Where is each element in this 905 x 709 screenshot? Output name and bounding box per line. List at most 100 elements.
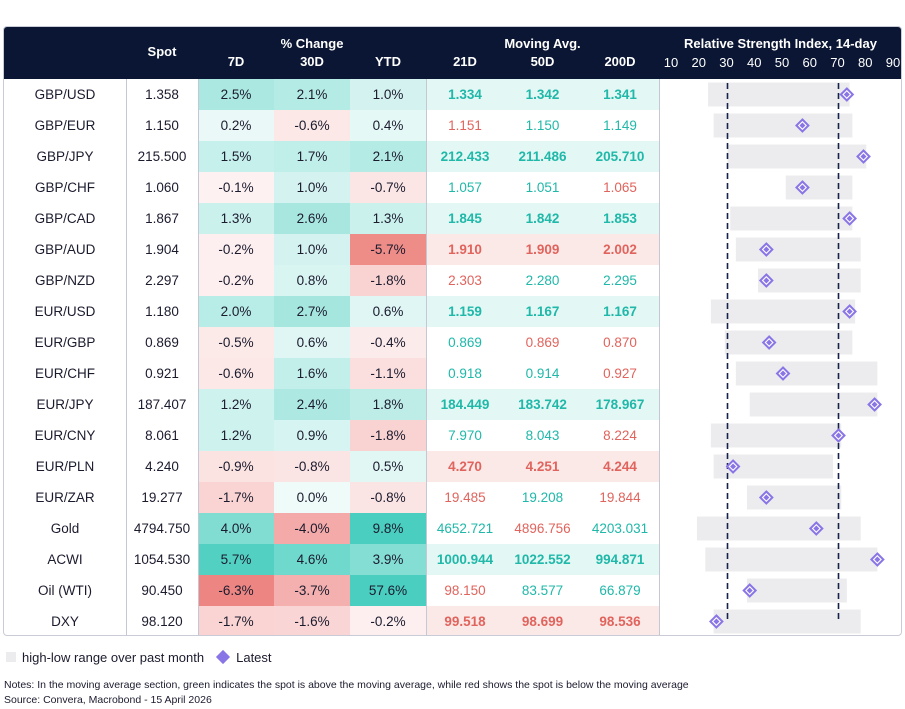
rsi-latest-marker-core [763,277,770,284]
cell-d7: -6.3% [198,575,274,606]
cell-spot: 2.297 [145,273,179,288]
cell-name: GBP/AUD [34,242,96,257]
cell-name: GBP/EUR [34,118,96,133]
header-7d: 7D [227,54,245,69]
cell-ma21: 99.518 [426,606,504,635]
cell-name: DXY [51,614,79,629]
cell-ma50: 1.909 [504,234,581,265]
cell-d7: 0.2% [198,110,274,141]
cell-name: GBP/NZD [34,273,95,288]
legend: high-low range over past month Latest [6,648,272,666]
cell-ma50: 1.051 [525,180,560,195]
cell-ma200: 0.927 [603,366,637,381]
notes-text: Notes: In the moving average section, gr… [4,679,689,691]
cell-ma21: 184.449 [426,389,504,420]
cell-ma50: 1.342 [504,79,581,110]
cell-d7: -0.5% [198,327,274,358]
cell-ytd: -1.8% [350,265,426,296]
rsi-range-bar [724,330,853,355]
rsi-range-bar [708,82,850,107]
cell-d30: -4.0% [274,513,350,544]
rsi-latest-marker-core [763,494,770,501]
cell-d30: 0.0% [274,482,350,513]
cell-d30: -0.6% [274,110,350,141]
cell-ma21: 1.151 [448,118,482,133]
rsi-range-bar [730,206,853,231]
rsi-tick-label: 30 [719,55,734,70]
cell-ma21: 0.918 [448,366,482,381]
cell-ma50: 1022.552 [504,544,581,575]
cell-name: GBP/USD [34,87,96,102]
rsi-latest-marker-core [766,339,773,346]
cell-d30: 0.6% [274,327,350,358]
header-moving-avg: Moving Avg. [504,36,581,51]
cell-d7: 1.2% [198,389,274,420]
latest-legend-marker [216,649,231,665]
divider-rsi [659,79,660,635]
cell-ytd: -0.2% [350,606,426,635]
cell-d30: 4.6% [274,544,350,575]
cell-ytd: 57.6% [350,575,426,606]
cell-name: GBP/CHF [34,180,95,195]
cell-ma200: 98.536 [581,606,659,635]
rsi-tick-label: 10 [663,55,679,70]
table-row: GBP/JPY 215.500 1.5% 1.7% 2.1% 212.433 211.486… [4,141,659,172]
cell-d30: -0.8% [274,451,350,482]
table-row: Gold 4794.750 4.0% -4.0% 9.8% 4652.721 4896.75… [4,513,659,544]
cell-ma50: 0.914 [525,366,560,381]
rsi-range-bar [705,547,878,572]
cell-spot: 90.450 [141,583,183,598]
cell-name: EUR/JPY [36,397,94,412]
rsi-range-bar [758,268,861,293]
rsi-latest-marker-core [780,370,786,377]
rsi-tick-label: 80 [858,55,873,70]
cell-ma200: 2.002 [581,234,659,265]
table-row: EUR/PLN 4.240 -0.9% -0.8% 0.5% 4.270 4.251 4.24… [4,451,659,482]
cell-d30: 2.6% [274,203,350,234]
cell-d7: 1.5% [198,141,274,172]
cell-spot: 1.867 [145,211,179,226]
rsi-latest-marker-core [874,556,881,563]
cell-ma21: 1.845 [426,203,504,234]
rsi-range-bar [749,392,878,417]
rsi-latest-marker-core [813,525,820,532]
rsi-latest-marker-core [871,401,878,408]
rsi-tick-label: 50 [774,55,790,70]
table-row: EUR/USD 1.180 2.0% 2.7% 0.6% 1.159 1.167 1.167 [4,296,659,327]
cell-name: GBP/JPY [36,149,94,164]
rsi-latest-marker-core [799,122,806,129]
rsi-range-bar [735,237,861,262]
table-row: GBP/USD 1.358 2.5% 2.1% 1.0% 1.334 1.342 1.341 [4,79,659,110]
rsi-range-bar [696,516,861,541]
cell-name: EUR/CHF [35,366,95,381]
cell-d7: -0.6% [198,358,274,389]
cell-spot: 215.500 [137,149,187,164]
rsi-range-bar [735,361,878,386]
cell-ytd: 1.8% [350,389,426,420]
cell-ma50: 0.869 [525,335,560,350]
rsi-latest-marker-core [835,432,842,439]
cell-ma21: 212.433 [426,141,504,172]
header-200d: 200D [604,54,636,69]
cell-spot: 19.277 [141,490,183,505]
rsi-range-bar [710,299,856,324]
cell-d30: 1.6% [274,358,350,389]
cell-ma200: 19.844 [599,490,641,505]
cell-name: EUR/PLN [35,459,95,474]
cell-spot: 1.358 [145,87,179,102]
table-row: GBP/CHF 1.060 -0.1% 1.0% -0.7% 1.057 1.051 1.06… [4,172,659,203]
cell-d7: 4.0% [198,513,274,544]
cell-ma21: 2.303 [448,273,482,288]
cell-ma200: 1.149 [603,118,637,133]
cell-d30: 2.7% [274,296,350,327]
divider-pct [198,79,199,635]
rsi-latest-marker-core [730,463,737,470]
cell-ma21: 7.970 [448,428,482,443]
rsi-latest-marker-core [713,618,720,625]
cell-ma50: 1.167 [504,296,581,327]
rsi-tick-label: 60 [802,55,817,70]
cell-ma200: 1.853 [581,203,659,234]
cell-ma200: 1.341 [581,79,659,110]
cell-ytd: 1.0% [350,79,426,110]
cell-ma50: 1.150 [525,118,560,133]
